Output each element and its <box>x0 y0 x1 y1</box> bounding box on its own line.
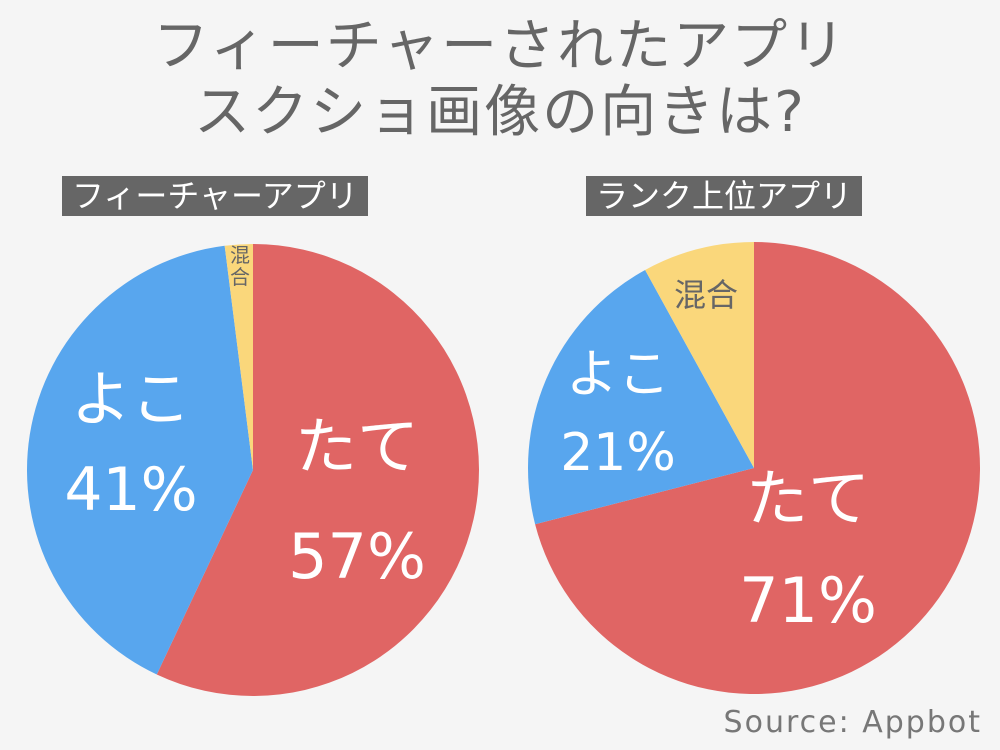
slice-label-yoko: よこ <box>566 345 670 405</box>
slice-label-tate: たて <box>746 462 870 535</box>
page-title: フィーチャーされたアプリ スクショ画像の向きは? <box>0 14 1000 146</box>
slice-label-mixed: 混合 <box>230 243 250 289</box>
pie-slice-yoko <box>527 269 754 525</box>
pie-chart-top-ranked: たて 71% よこ 21% 混合 <box>527 242 981 694</box>
chart-title-featured: フィーチャーアプリ <box>62 176 368 216</box>
slice-value-tate: 57% <box>288 520 426 593</box>
source-note: Source: Appbot <box>723 705 982 740</box>
pie-chart-featured: たて 57% よこ 41% 混合 <box>26 243 479 697</box>
pie-slice-yoko <box>26 245 253 675</box>
slice-value-yoko: 41% <box>64 455 197 525</box>
title-line-2: スクショ画像の向きは? <box>194 80 806 145</box>
title-line-1: フィーチャーされたアプリ <box>152 14 848 79</box>
pie-slice-tate <box>535 242 981 694</box>
slice-value-tate: 71% <box>739 564 877 637</box>
pie-slice-mixed <box>645 242 754 468</box>
slice-label-yoko: よこ <box>71 365 191 435</box>
slice-label-mixed: 混合 <box>674 276 738 314</box>
chart-title-top-ranked: ランク上位アプリ <box>586 176 863 216</box>
pie-slice-tate <box>156 244 479 697</box>
slice-value-yoko: 21% <box>560 423 676 483</box>
slice-label-tate: たて <box>295 410 419 483</box>
pie-slice-mixed <box>224 244 253 470</box>
